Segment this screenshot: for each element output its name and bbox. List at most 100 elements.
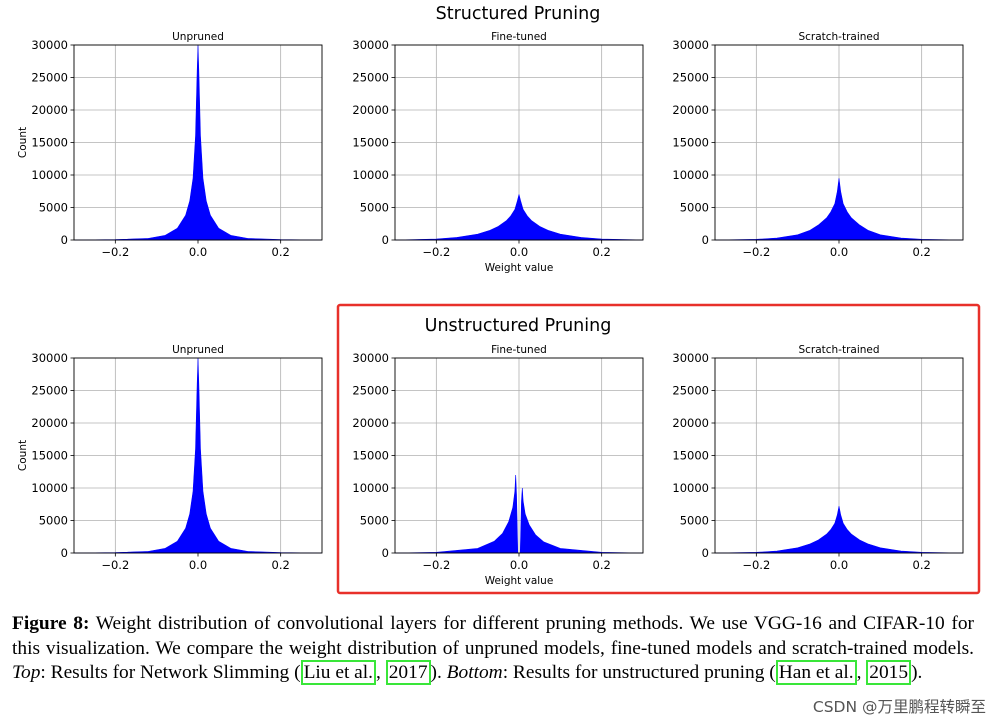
y-tick-label: 10000 — [352, 481, 389, 495]
x-tick-label: 0.0 — [189, 558, 207, 572]
y-tick-label: 0 — [702, 546, 709, 560]
watermark: CSDN @万里鹏程转瞬至 — [812, 698, 986, 716]
subplot: −0.2 0.0 0.2 0 5000 10000 15000 20000 25000 30000… — [672, 31, 964, 259]
subplot: −0.2 0.0 0.2 0 5000 10000 15000 20000 25000 30000… — [352, 31, 644, 274]
x-tick-label: 0.2 — [272, 245, 290, 259]
citation-link[interactable]: Liu et al. — [300, 660, 377, 686]
x-tick-label: 0.2 — [913, 558, 931, 572]
x-tick-label: −0.2 — [742, 245, 770, 259]
y-tick-label: 0 — [61, 233, 68, 247]
y-tick-label: 10000 — [672, 168, 709, 182]
figure-canvas: Structured Pruning Unstructured Pruning … — [17, 4, 981, 595]
caption-text: , — [376, 662, 386, 684]
y-tick-label: 30000 — [352, 38, 389, 52]
y-tick-label: 0 — [382, 233, 389, 247]
y-tick-label: 20000 — [352, 416, 389, 430]
subplot: −0.2 0.0 0.2 0 5000 10000 15000 20000 25000 30000… — [352, 344, 644, 587]
y-tick-label: 5000 — [680, 201, 709, 215]
caption-text: ). — [430, 662, 447, 684]
y-tick-label: 30000 — [672, 351, 709, 365]
x-tick-label: 0.0 — [189, 245, 207, 259]
y-tick-label: 25000 — [672, 71, 709, 85]
subplot: −0.2 0.0 0.2 0 5000 10000 15000 20000 25000 30000… — [672, 344, 964, 572]
x-axis-label: Weight value — [485, 575, 554, 587]
subplot-title: Scratch-trained — [798, 344, 879, 356]
y-tick-label: 15000 — [31, 136, 68, 150]
y-tick-label: 15000 — [672, 136, 709, 150]
caption-text: Weight distribution of convolutional lay… — [12, 613, 974, 659]
y-tick-label: 10000 — [672, 481, 709, 495]
y-tick-label: 30000 — [352, 351, 389, 365]
x-tick-label: 0.2 — [593, 558, 611, 572]
y-tick-label: 15000 — [672, 449, 709, 463]
y-tick-label: 20000 — [352, 103, 389, 117]
panels: −0.2 0.0 0.2 0 5000 10000 15000 20000 25000 30000… — [17, 31, 964, 587]
y-tick-label: 25000 — [31, 71, 68, 85]
y-tick-label: 15000 — [31, 449, 68, 463]
y-tick-label: 0 — [382, 546, 389, 560]
y-tick-label: 25000 — [31, 384, 68, 398]
y-tick-label: 30000 — [672, 38, 709, 52]
caption-text: : Results for Network Slimming ( — [40, 662, 301, 684]
x-tick-label: 0.2 — [272, 558, 290, 572]
y-tick-label: 5000 — [39, 514, 68, 528]
y-tick-label: 30000 — [31, 38, 68, 52]
x-axis-label: Weight value — [485, 262, 554, 274]
subplot-title: Fine-tuned — [491, 344, 547, 356]
histogram-area — [73, 44, 323, 241]
x-tick-label: −0.2 — [422, 558, 450, 572]
y-tick-label: 5000 — [360, 201, 389, 215]
y-tick-label: 25000 — [672, 384, 709, 398]
x-tick-label: 0.0 — [510, 245, 528, 259]
subplot: −0.2 0.0 0.2 0 5000 10000 15000 20000 25000 30000… — [17, 31, 323, 259]
y-tick-label: 25000 — [352, 71, 389, 85]
y-axis-label: Count — [17, 127, 29, 158]
subplot-title: Fine-tuned — [491, 31, 547, 43]
x-tick-label: 0.2 — [913, 245, 931, 259]
y-tick-label: 10000 — [31, 481, 68, 495]
citation-link[interactable]: 2017 — [385, 660, 431, 686]
caption-label: Figure 8: — [12, 613, 90, 634]
citation-link[interactable]: 2015 — [866, 660, 912, 686]
y-tick-label: 5000 — [360, 514, 389, 528]
citation-link[interactable]: Han et al. — [775, 660, 857, 686]
unstructured-highlight-box — [336, 303, 981, 595]
x-tick-label: 0.0 — [830, 245, 848, 259]
subplot: −0.2 0.0 0.2 0 5000 10000 15000 20000 25000 30000… — [17, 344, 323, 572]
y-tick-label: 20000 — [31, 416, 68, 430]
y-tick-label: 0 — [61, 546, 68, 560]
subplot-title: Unpruned — [172, 344, 224, 356]
y-tick-label: 20000 — [672, 416, 709, 430]
subplot-title: Scratch-trained — [798, 31, 879, 43]
y-tick-label: 10000 — [352, 168, 389, 182]
y-tick-label: 30000 — [31, 351, 68, 365]
histogram-area — [714, 178, 964, 241]
x-tick-label: −0.2 — [101, 558, 129, 572]
caption-text: : Results for unstructured pruning ( — [502, 662, 776, 684]
y-tick-label: 25000 — [352, 384, 389, 398]
y-tick-label: 0 — [702, 233, 709, 247]
caption-bottom-label: Bottom — [446, 662, 503, 684]
y-axis-label: Count — [17, 440, 29, 471]
y-tick-label: 15000 — [352, 449, 389, 463]
y-tick-label: 20000 — [31, 103, 68, 117]
caption-text: ). — [911, 662, 923, 684]
figure-caption: Figure 8: Weight distribution of convolu… — [12, 612, 974, 686]
y-tick-label: 5000 — [39, 201, 68, 215]
caption-text: , — [856, 662, 867, 684]
x-tick-label: −0.2 — [101, 245, 129, 259]
y-tick-label: 20000 — [672, 103, 709, 117]
x-tick-label: −0.2 — [422, 245, 450, 259]
histogram-area — [714, 506, 964, 554]
y-tick-label: 5000 — [680, 514, 709, 528]
group-title-structured: Structured Pruning — [436, 4, 601, 24]
x-tick-label: 0.2 — [593, 245, 611, 259]
subplot-title: Unpruned — [172, 31, 224, 43]
x-tick-label: −0.2 — [742, 558, 770, 572]
histogram-area — [394, 194, 644, 241]
x-tick-label: 0.0 — [510, 558, 528, 572]
group-title-unstructured: Unstructured Pruning — [425, 316, 612, 336]
x-tick-label: 0.0 — [830, 558, 848, 572]
histogram-area — [73, 357, 323, 554]
caption-top-label: Top — [12, 662, 41, 684]
